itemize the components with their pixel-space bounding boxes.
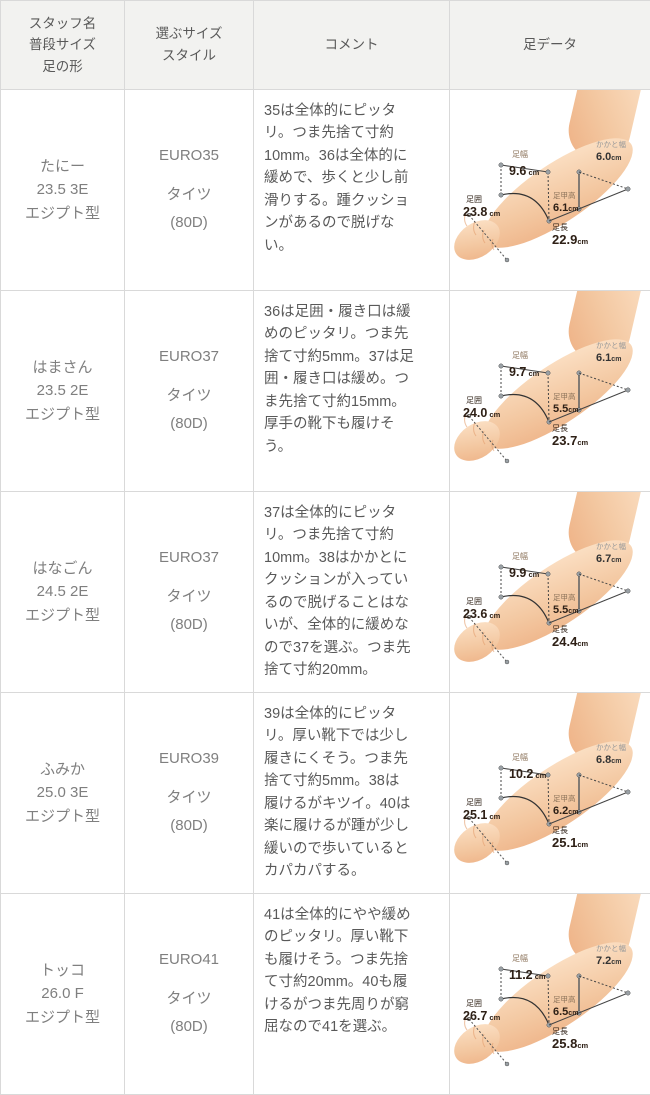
svg-text:25.1 cm: 25.1 cm [463, 808, 501, 822]
svg-text:かかと幅: かかと幅 [596, 139, 626, 149]
svg-text:足幅: 足幅 [512, 149, 528, 159]
svg-text:足長: 足長 [552, 223, 568, 232]
svg-text:24.0 cm: 24.0 cm [463, 406, 501, 420]
svg-text:足甲高: 足甲高 [553, 391, 576, 401]
svg-text:足囲: 足囲 [466, 798, 482, 807]
svg-text:足甲高: 足甲高 [553, 592, 576, 602]
svg-text:26.7 cm: 26.7 cm [463, 1009, 501, 1023]
svg-text:足長: 足長 [552, 625, 568, 634]
svg-text:23.6 cm: 23.6 cm [463, 607, 501, 621]
svg-text:足囲: 足囲 [466, 597, 482, 606]
svg-text:足幅: 足幅 [512, 350, 528, 360]
svg-text:足長: 足長 [552, 826, 568, 835]
svg-text:足甲高: 足甲高 [553, 994, 576, 1004]
svg-text:足囲: 足囲 [466, 195, 482, 204]
svg-text:かかと幅: かかと幅 [596, 742, 626, 752]
svg-text:23.7cm: 23.7cm [552, 433, 588, 448]
svg-text:足囲: 足囲 [466, 999, 482, 1008]
svg-text:25.8cm: 25.8cm [552, 1036, 588, 1051]
svg-text:9.7 cm: 9.7 cm [509, 365, 540, 379]
svg-text:23.8 cm: 23.8 cm [463, 205, 501, 219]
svg-text:22.9cm: 22.9cm [552, 232, 588, 247]
svg-text:24.4cm: 24.4cm [552, 634, 588, 649]
svg-text:足幅: 足幅 [512, 752, 528, 762]
svg-text:かかと幅: かかと幅 [596, 943, 626, 953]
svg-text:9.9 cm: 9.9 cm [509, 566, 540, 580]
svg-text:足幅: 足幅 [512, 953, 528, 963]
svg-text:足長: 足長 [552, 424, 568, 433]
svg-text:足甲高: 足甲高 [553, 190, 576, 200]
svg-text:かかと幅: かかと幅 [596, 340, 626, 350]
svg-text:9.6 cm: 9.6 cm [509, 164, 540, 178]
svg-text:かかと幅: かかと幅 [596, 541, 626, 551]
svg-text:足幅: 足幅 [512, 551, 528, 561]
svg-text:10.2 cm: 10.2 cm [509, 767, 547, 781]
svg-text:足甲高: 足甲高 [553, 793, 576, 803]
svg-text:11.2 cm: 11.2 cm [509, 968, 546, 982]
svg-text:25.1cm: 25.1cm [552, 835, 588, 850]
svg-text:足長: 足長 [552, 1027, 568, 1036]
svg-text:足囲: 足囲 [466, 396, 482, 405]
